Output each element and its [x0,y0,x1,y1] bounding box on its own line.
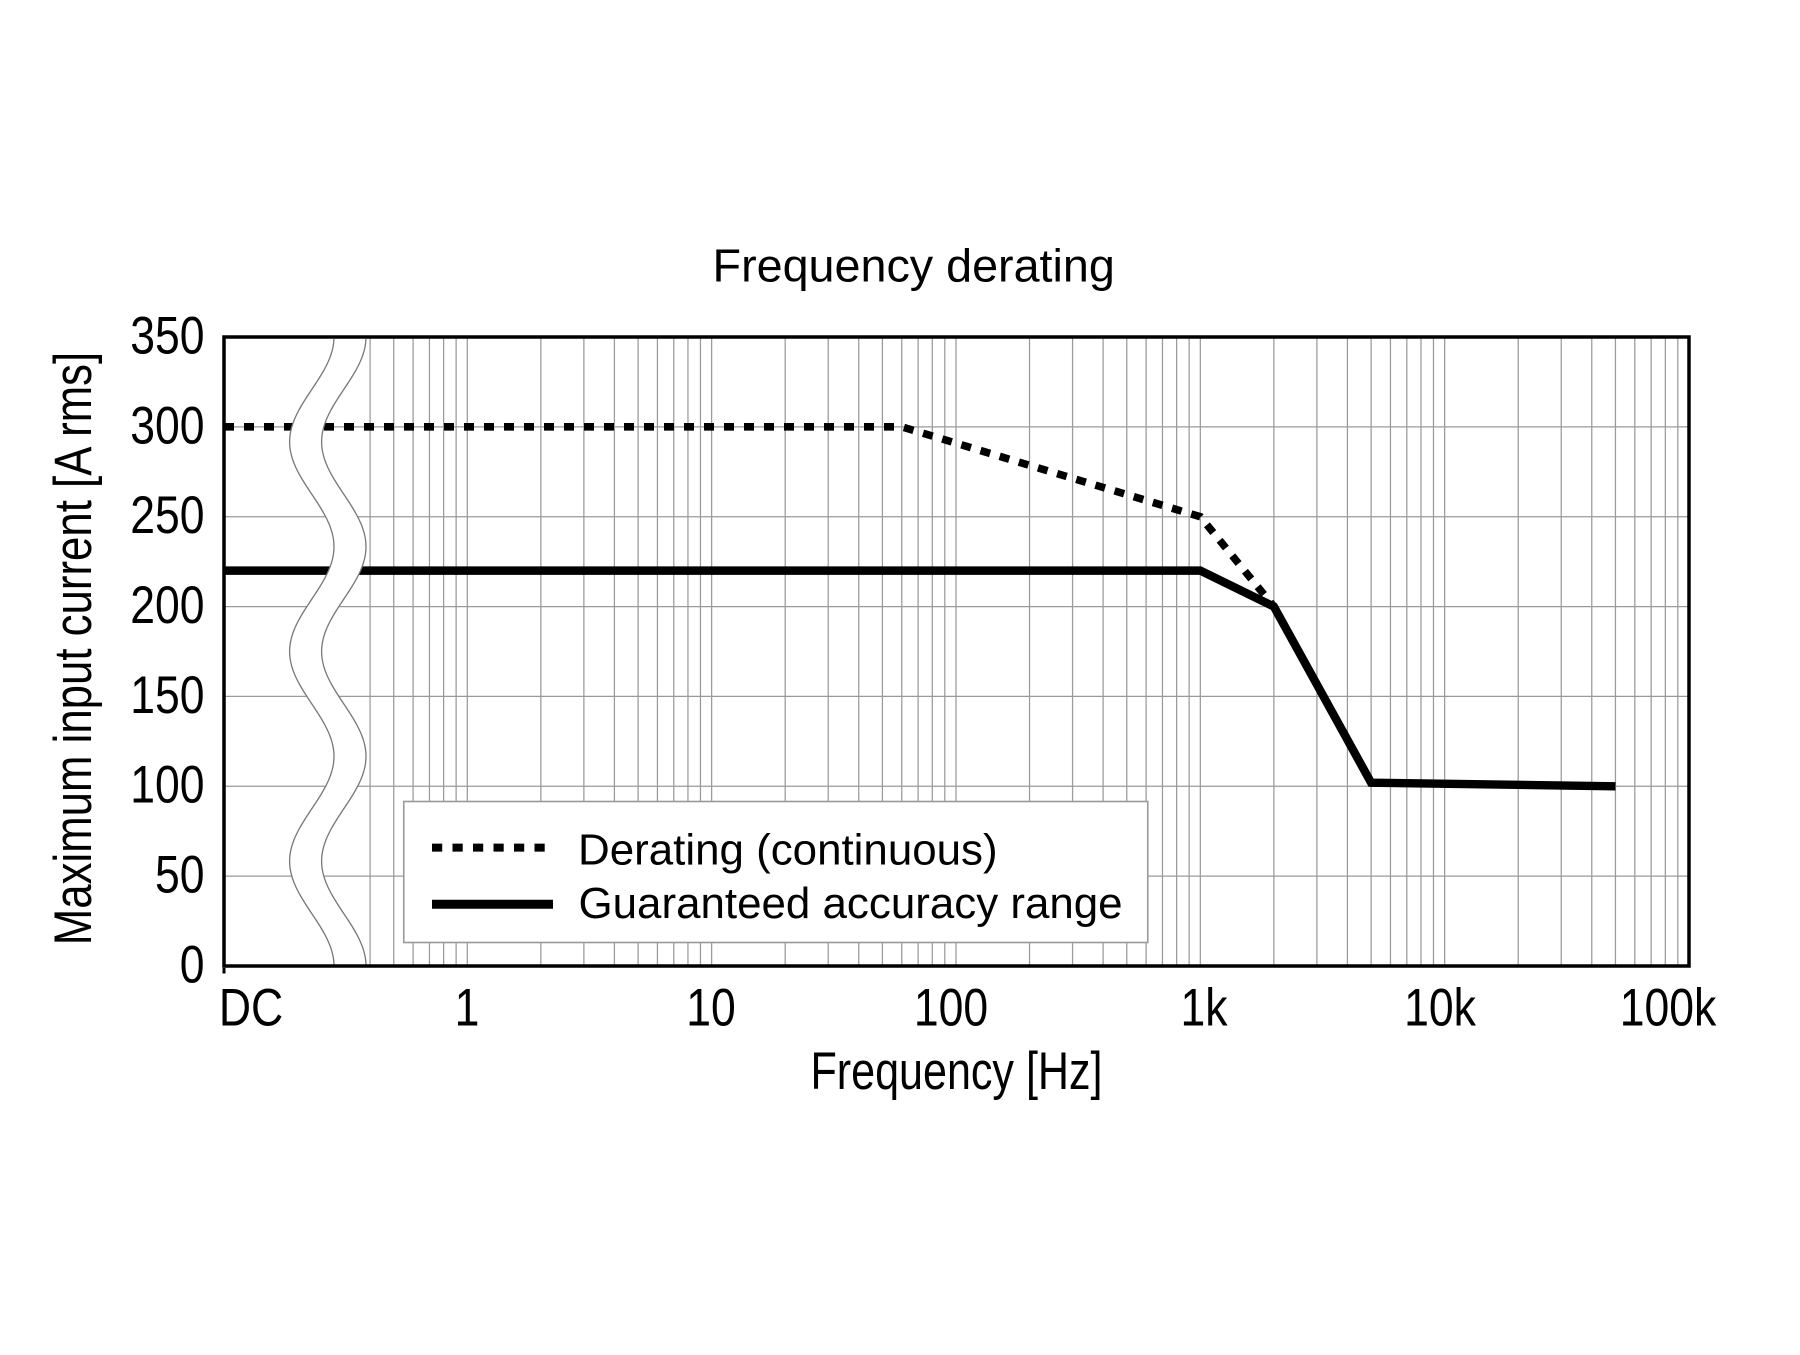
svg-text:50: 50 [155,846,205,904]
svg-text:250: 250 [130,487,204,545]
svg-text:200: 200 [130,576,204,634]
svg-text:DC: DC [219,979,283,1037]
svg-text:Derating (continuous): Derating (continuous) [578,826,998,875]
svg-text:Frequency [Hz]: Frequency [Hz] [810,1042,1102,1101]
svg-text:150: 150 [130,666,204,724]
svg-text:1: 1 [455,979,480,1037]
svg-text:100: 100 [914,979,988,1037]
svg-text:0: 0 [180,936,205,994]
svg-text:Maximum input current [A rms]: Maximum input current [A rms] [44,352,103,945]
svg-text:350: 350 [130,307,204,365]
svg-text:Guaranteed accuracy range: Guaranteed accuracy range [579,879,1123,928]
svg-text:10k: 10k [1404,979,1476,1037]
svg-text:1k: 1k [1180,979,1227,1037]
svg-text:10: 10 [686,979,736,1037]
svg-text:100: 100 [130,756,204,814]
svg-text:Frequency derating: Frequency derating [713,239,1115,291]
svg-text:300: 300 [130,397,204,455]
svg-text:100k: 100k [1620,979,1717,1037]
